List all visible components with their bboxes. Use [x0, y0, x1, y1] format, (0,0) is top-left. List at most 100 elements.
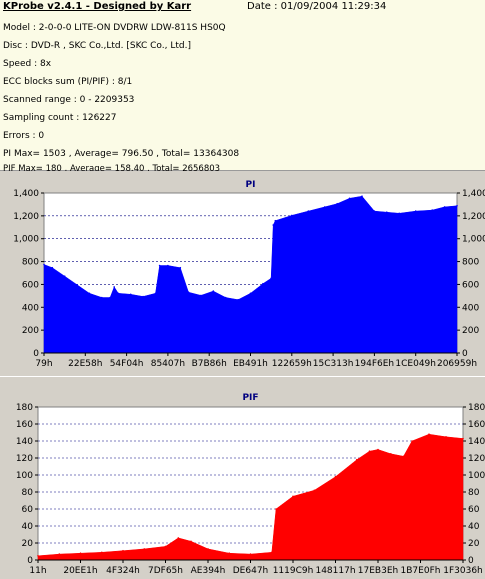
data-point: [143, 548, 146, 550]
x-tick-label: 11h: [29, 566, 46, 576]
data-point: [428, 433, 430, 435]
data-point: [398, 212, 401, 215]
x-tick-label: 79h: [35, 359, 52, 369]
y-tick-label-right: 80: [468, 488, 480, 498]
data-point: [402, 455, 405, 458]
y-tick-label-right: 0: [468, 556, 474, 566]
data-point: [43, 263, 45, 266]
speed-line: Speed : 8x: [3, 59, 52, 69]
data-point: [249, 292, 252, 295]
data-point: [386, 211, 388, 213]
data-point: [37, 555, 39, 557]
y-tick-label: 40: [22, 522, 34, 532]
data-point: [207, 548, 209, 550]
y-tick-label: 80: [22, 488, 34, 498]
data-point: [154, 292, 157, 295]
data-point: [275, 508, 277, 510]
pi-chart-panel: PI 0 0 200 200 400 400 600 600 800 800 1,000 1,000 1,…: [0, 171, 485, 376]
y-tick-label-right: 200: [462, 326, 479, 336]
data-point: [291, 214, 293, 217]
pif-chart: PIF 0 0 20 20 40 40 60 60 80 80 100 100 120 120 140 140 1…: [16, 393, 485, 576]
y-tick-label: 400: [22, 303, 39, 313]
data-point: [79, 552, 82, 554]
x-tick-label: 194F6Eh: [355, 359, 394, 369]
data-point: [336, 202, 339, 205]
data-point: [368, 450, 371, 452]
y-tick-label-right: 400: [462, 303, 479, 313]
y-tick-label: 800: [22, 258, 39, 268]
y-tick-label: 1,400: [13, 189, 39, 199]
y-tick-label-right: 20: [468, 539, 480, 549]
data-point: [58, 553, 61, 555]
app-title: KProbe v2.4.1 - Designed by Karr: [3, 1, 192, 12]
data-point: [456, 205, 458, 207]
y-tick-label: 0: [33, 349, 39, 359]
data-point: [373, 210, 376, 212]
y-tick-label-right: 120: [468, 454, 485, 464]
y-tick-label-right: 0: [462, 349, 468, 359]
y-tick-label: 160: [16, 420, 33, 430]
pif-chart-panel: PIF 0 0 20 20 40 40 60 60 80 80 100 100 120 120 140 140 1…: [0, 377, 485, 579]
data-point: [313, 489, 316, 492]
data-point: [445, 436, 447, 438]
x-tick-label: B7B86h: [192, 359, 227, 369]
x-tick-label: 15C313h: [313, 359, 354, 369]
chart-title: PIF: [242, 393, 258, 403]
y-tick-label-right: 40: [468, 522, 480, 532]
model-line: Model : 2-0-0-0 LITE-ON DVDRW LDW-811S H…: [3, 23, 226, 33]
data-point: [307, 210, 310, 212]
scanned-range-line: Scanned range : 0 - 2209353: [3, 95, 135, 105]
data-point: [228, 552, 231, 554]
data-point: [63, 275, 66, 277]
data-point: [158, 264, 161, 267]
x-tick-label: 85407h: [151, 359, 185, 369]
data-point: [361, 195, 363, 197]
data-point: [167, 264, 169, 267]
sampling-count-line: Sampling count : 126227: [3, 113, 117, 123]
data-point: [377, 448, 379, 451]
y-tick-label: 200: [22, 326, 39, 336]
data-point: [177, 537, 180, 539]
y-tick-label-right: 140: [468, 437, 485, 447]
data-point: [348, 197, 351, 200]
pi-chart: PI 0 0 200 200 400 400 600 600 800 800 1,000 1,000 1,…: [13, 180, 485, 369]
data-point: [271, 551, 273, 554]
data-point: [272, 224, 275, 226]
data-point: [129, 293, 132, 296]
x-tick-label: 4F324h: [106, 566, 140, 576]
x-tick-label: EB491h: [233, 359, 268, 369]
data-point: [117, 292, 120, 295]
data-point: [88, 292, 91, 295]
data-point: [443, 206, 446, 208]
info-panel: KProbe v2.4.1 - Designed by Karr Date : …: [0, 0, 485, 174]
y-tick-label: 180: [16, 403, 33, 413]
x-tick-label: 1CE049h: [395, 359, 436, 369]
y-tick-label-right: 160: [468, 420, 485, 430]
data-point: [411, 440, 413, 442]
x-tick-label: 17EB3Eh: [358, 566, 398, 576]
pif-stats-line: PIF Max= 180 , Average= 158.40 , Total= …: [3, 164, 221, 174]
pi-stats-line: PI Max= 1503 , Average= 796.50 , Total= …: [3, 149, 240, 159]
x-tick-label: 7DF65h: [148, 566, 183, 576]
y-tick-label: 60: [22, 505, 34, 515]
y-tick-label: 140: [16, 437, 33, 447]
y-tick-label: 1,000: [13, 235, 39, 245]
x-tick-label: 20EE1h: [63, 566, 97, 576]
y-tick-label: 20: [22, 539, 34, 549]
data-point: [324, 206, 326, 208]
data-point: [187, 291, 190, 293]
data-point: [212, 290, 215, 292]
x-tick-label: 1B7E0Fh: [401, 566, 441, 576]
data-point: [200, 294, 202, 297]
data-point: [224, 296, 227, 299]
data-point: [334, 475, 337, 478]
data-point: [101, 296, 103, 299]
data-point: [292, 495, 294, 498]
data-point: [262, 282, 264, 285]
data-point: [164, 545, 167, 548]
y-tick-label-right: 1,400: [462, 189, 485, 199]
data-point: [249, 553, 252, 555]
disc-line: Disc : DVD-R , SKC Co.,Ltd. [SKC Co., Lt…: [3, 41, 191, 51]
data-point: [270, 277, 272, 280]
data-point: [101, 551, 103, 554]
